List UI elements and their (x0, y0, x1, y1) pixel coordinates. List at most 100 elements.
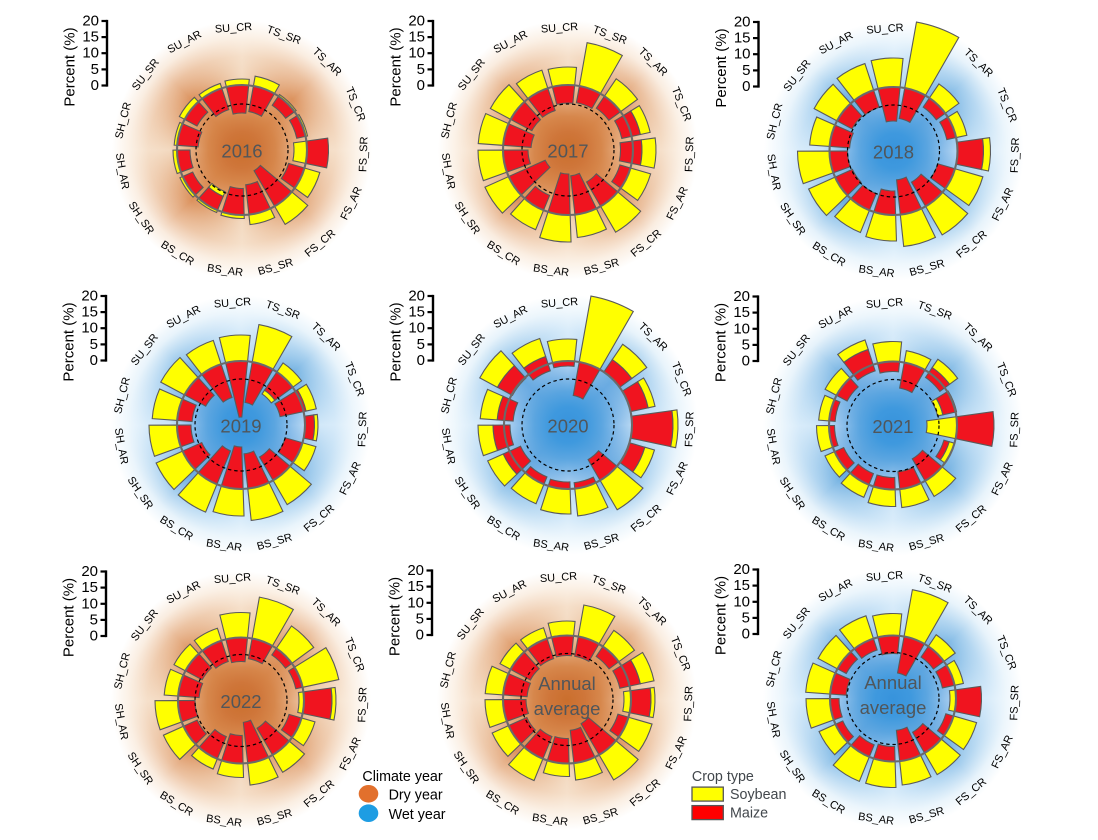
svg-text:SU_AR: SU_AR (165, 303, 203, 331)
svg-text:10: 10 (407, 594, 424, 611)
svg-text:10: 10 (733, 593, 750, 610)
svg-text:5: 5 (417, 336, 425, 353)
svg-text:TS_CR: TS_CR (669, 360, 694, 398)
svg-text:0: 0 (742, 626, 750, 643)
svg-text:Annual: Annual (538, 673, 596, 694)
svg-text:SH_SR: SH_SR (777, 748, 807, 785)
svg-text:SH_SR: SH_SR (777, 475, 807, 512)
svg-text:SH_CR: SH_CR (765, 102, 786, 141)
svg-text:BS_AR: BS_AR (857, 538, 894, 555)
svg-text:SH_CR: SH_CR (439, 101, 460, 140)
svg-text:Crop type: Crop type (692, 769, 754, 785)
svg-text:0: 0 (90, 352, 98, 369)
svg-text:FS_AR: FS_AR (990, 460, 1016, 497)
svg-text:TS_CR: TS_CR (994, 86, 1019, 124)
svg-text:15: 15 (81, 304, 98, 321)
svg-text:BS_CR: BS_CR (810, 787, 848, 817)
svg-text:SU_SR: SU_SR (130, 57, 162, 93)
svg-text:BS_SR: BS_SR (583, 257, 621, 278)
svg-text:Maize: Maize (730, 806, 768, 822)
svg-text:SU_SR: SU_SR (456, 57, 488, 93)
svg-text:SU_AR: SU_AR (817, 29, 855, 57)
svg-text:2018: 2018 (873, 142, 914, 163)
svg-text:BS_CR: BS_CR (159, 239, 197, 269)
svg-text:SH_CR: SH_CR (764, 649, 785, 688)
svg-text:10: 10 (408, 320, 425, 337)
svg-text:FS_SR: FS_SR (1008, 412, 1021, 448)
svg-text:15: 15 (408, 29, 425, 46)
svg-text:SU_SR: SU_SR (781, 605, 813, 641)
svg-text:SH_CR: SH_CR (112, 651, 133, 690)
svg-text:5: 5 (742, 336, 750, 353)
svg-text:20: 20 (81, 288, 98, 305)
svg-text:Percent (%): Percent (%) (388, 302, 405, 381)
svg-text:20: 20 (408, 13, 425, 30)
svg-text:FS_CR: FS_CR (302, 502, 337, 534)
svg-text:SH_AR: SH_AR (764, 701, 782, 739)
svg-text:SU_AR: SU_AR (817, 304, 855, 332)
svg-text:FS_CR: FS_CR (303, 227, 338, 259)
svg-text:TS_CR: TS_CR (342, 636, 367, 674)
svg-text:SH_AR: SH_AR (113, 152, 131, 190)
svg-text:SU_AR: SU_AR (165, 579, 203, 607)
svg-text:TS_SR: TS_SR (590, 573, 627, 596)
svg-text:SH_SR: SH_SR (452, 200, 482, 237)
svg-text:SH_AR: SH_AR (112, 703, 130, 741)
svg-text:10: 10 (81, 320, 98, 337)
svg-text:0: 0 (91, 77, 99, 94)
svg-text:BS_SR: BS_SR (908, 532, 946, 553)
svg-text:SU_CR: SU_CR (540, 296, 578, 311)
svg-text:BS_AR: BS_AR (858, 263, 895, 280)
svg-text:5: 5 (742, 62, 750, 79)
svg-text:TS_CR: TS_CR (343, 85, 368, 123)
svg-text:TS_CR: TS_CR (669, 85, 694, 123)
svg-text:BS_SR: BS_SR (908, 805, 946, 826)
svg-text:Dry year: Dry year (389, 788, 443, 804)
svg-text:SU_CR: SU_CR (213, 572, 251, 587)
svg-text:2022: 2022 (220, 691, 261, 712)
svg-text:SU_SR: SU_SR (129, 607, 161, 643)
svg-text:TS_CR: TS_CR (994, 361, 1019, 399)
svg-text:BS_AR: BS_AR (532, 537, 569, 554)
svg-text:15: 15 (82, 29, 99, 46)
svg-text:FS_SR: FS_SR (683, 136, 696, 172)
svg-text:TS_AR: TS_AR (635, 595, 669, 628)
svg-text:TS_AR: TS_AR (309, 596, 343, 629)
svg-text:FS_CR: FS_CR (954, 503, 989, 535)
svg-text:TS_AR: TS_AR (961, 321, 995, 354)
svg-text:average: average (534, 698, 601, 719)
svg-text:Percent (%): Percent (%) (713, 28, 730, 107)
svg-text:TS_CR: TS_CR (994, 634, 1019, 672)
svg-text:5: 5 (90, 611, 98, 628)
svg-text:BS_AR: BS_AR (205, 537, 242, 554)
svg-text:BS_CR: BS_CR (485, 239, 523, 269)
svg-text:SU_SR: SU_SR (455, 606, 487, 642)
svg-text:20: 20 (733, 561, 750, 578)
svg-text:15: 15 (733, 304, 750, 321)
svg-text:15: 15 (408, 304, 425, 321)
svg-text:FS_CR: FS_CR (302, 778, 337, 810)
svg-text:SU_CR: SU_CR (539, 571, 577, 586)
svg-text:SH_CR: SH_CR (764, 376, 785, 415)
svg-text:SH_CR: SH_CR (112, 376, 133, 415)
svg-text:SU_CR: SU_CR (540, 21, 578, 36)
svg-text:FS_SR: FS_SR (356, 411, 369, 447)
svg-text:SH_AR: SH_AR (764, 428, 782, 466)
svg-text:SU_AR: SU_AR (492, 303, 530, 331)
svg-text:15: 15 (734, 30, 751, 47)
svg-text:20: 20 (407, 562, 424, 579)
svg-text:5: 5 (91, 61, 99, 78)
svg-text:FS_SR: FS_SR (357, 136, 370, 172)
svg-text:SU_SR: SU_SR (781, 58, 813, 94)
svg-text:TS_AR: TS_AR (961, 594, 995, 627)
svg-text:5: 5 (90, 336, 98, 353)
svg-text:BS_CR: BS_CR (484, 788, 522, 818)
svg-text:Soybean: Soybean (730, 787, 786, 803)
svg-text:0: 0 (90, 628, 98, 645)
svg-text:TS_SR: TS_SR (265, 24, 302, 47)
svg-text:SU_SR: SU_SR (781, 332, 813, 368)
svg-text:FS_SR: FS_SR (1008, 685, 1021, 721)
svg-text:2021: 2021 (872, 416, 913, 437)
svg-text:BS_SR: BS_SR (583, 532, 621, 553)
svg-text:Annual: Annual (864, 672, 922, 693)
